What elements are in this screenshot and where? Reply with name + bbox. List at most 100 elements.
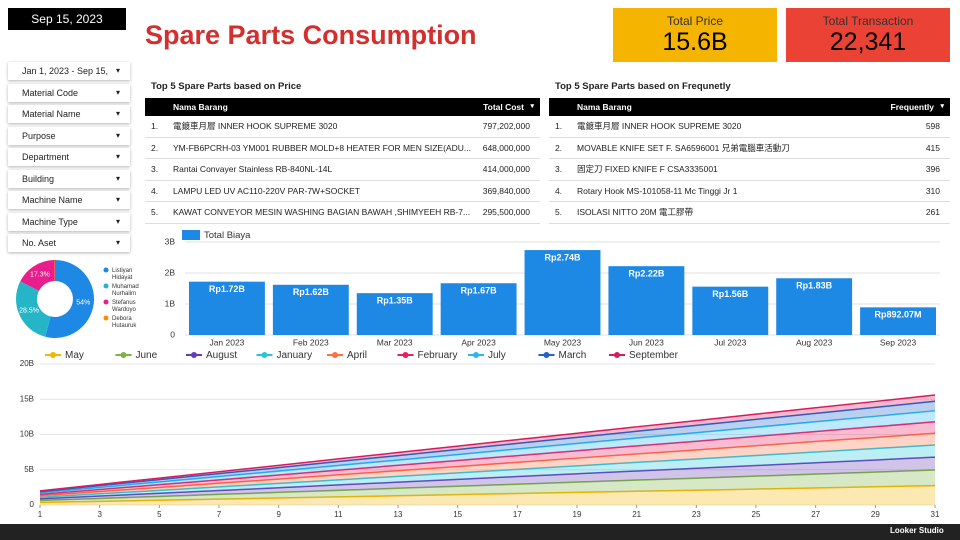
cell: 414,000,000: [482, 164, 530, 174]
bar-label: Rp2.22B: [628, 269, 665, 279]
pie-slice: [20, 260, 55, 291]
table-row: 1. 電鍍車月層 INNER HOOK SUPREME 3020 598: [549, 116, 950, 138]
cell: LAMPU LED UV AC110-220V PAR-7W+SOCKET: [173, 185, 360, 196]
series-line: [39, 410, 936, 494]
table-row: 4. Rotary Hook MS-101058-11 Mc Tinggi Jr …: [549, 181, 950, 202]
x-tick-label: Apr 2023: [461, 337, 496, 347]
x-tick-label: 9: [276, 510, 281, 519]
cell: KAWAT CONVEYOR MESIN WASHING BAGIAN BAWA…: [173, 207, 471, 217]
filter-dropdown[interactable]: Material Code: [8, 83, 130, 102]
slice-label: 54%: [76, 299, 90, 306]
legend-label: Listiyan Hidayat: [112, 268, 133, 281]
column-header: Nama Barang: [577, 102, 632, 112]
row-number: 4.: [151, 185, 159, 196]
cell: 415: [925, 142, 940, 153]
row-number: 2.: [555, 142, 563, 153]
legend-label: August: [206, 350, 237, 361]
legend-swatch: [103, 283, 109, 289]
slice-label: 28.5%: [19, 308, 39, 315]
legend-label: April: [347, 350, 367, 361]
column-header: Nama Barang: [173, 102, 228, 112]
legend-swatch: [50, 352, 56, 358]
row-number: 2.: [151, 142, 159, 153]
cell: 648,000,000: [482, 142, 530, 153]
data-table: Nama Barang Total Cost ▾ 1. 電鍍車月層 INNER HOOK…: [145, 98, 540, 224]
filter-dropdown[interactable]: Machine Name: [8, 191, 130, 209]
filter-dropdown[interactable]: Jan 1, 2023 - Sep 15,: [8, 62, 130, 80]
series-line: [39, 484, 936, 504]
x-tick-label: 13: [394, 510, 403, 519]
y-tick-label: 2B: [165, 267, 176, 277]
legend-swatch: [120, 352, 127, 358]
cell: 369,840,000: [482, 185, 530, 196]
cell: YM-FB6PCRH-03 YM001 RUBBER MOLD+8 HEATER…: [173, 142, 471, 153]
x-tick-label: 1: [38, 510, 43, 519]
bar: [356, 293, 433, 335]
y-tick-label: 15B: [20, 394, 34, 403]
footer-bar: [0, 524, 960, 540]
filter-dropdown[interactable]: Machine Type: [8, 212, 130, 231]
bar: [440, 283, 517, 335]
legend-swatch: [191, 352, 197, 358]
x-tick-label: Jul 2023: [714, 337, 746, 347]
table-row: 3. Rantai Convayer Stainless RB-840NL-14L…: [145, 159, 540, 181]
cell: Rantai Convayer Stainless RB-840NL-14L: [173, 164, 333, 174]
table-row: 3. 固定刀 FIXED KNIFE F CSA3335001 396: [549, 159, 950, 181]
filter-dropdown[interactable]: Building: [8, 169, 130, 188]
cell: 797,202,000: [482, 121, 530, 131]
cell: 598: [925, 121, 940, 131]
date-badge: Sep 15, 2023: [8, 8, 126, 30]
legend-label: February: [418, 350, 458, 361]
filter-dropdown[interactable]: Material Name: [8, 105, 130, 123]
row-number: 1.: [555, 121, 563, 131]
y-tick-label: 0: [30, 500, 35, 509]
kpi-label: Total Price: [666, 14, 724, 28]
table-header: Nama Barang Total Cost ▾: [145, 98, 540, 116]
table-row: 2. YM-FB6PCRH-03 YM001 RUBBER MOLD+8 HEAT…: [145, 138, 540, 159]
x-tick-label: 29: [871, 510, 880, 519]
cell: Rotary Hook MS-101058-11 Mc Tinggi Jr 1: [577, 185, 738, 196]
table-row: 5. ISOLASI NITTO 20M 電工膠帶 261: [549, 202, 950, 224]
bar-label: Rp892.07M: [875, 310, 922, 320]
bar-label: Rp1.62B: [293, 287, 330, 297]
cell: 310: [925, 185, 940, 196]
kpi-label: Total Transaction: [822, 14, 914, 28]
filter-dropdown[interactable]: Department: [8, 148, 130, 166]
legend-swatch: [332, 352, 338, 358]
x-tick-label: May 2023: [544, 337, 582, 347]
bar: [272, 284, 349, 335]
filter-dropdown[interactable]: Purpose: [8, 126, 130, 145]
bar: [776, 278, 853, 335]
footer-brand: Looker Studio: [890, 526, 944, 535]
y-tick-label: 5B: [24, 465, 34, 474]
x-tick-label: 15: [453, 510, 462, 519]
legend-swatch: [543, 352, 550, 358]
column-header: Total Cost: [483, 102, 524, 112]
kpi-value: 22,341: [829, 28, 907, 56]
legend-swatch: [261, 352, 268, 358]
legend-swatch: [103, 315, 109, 321]
legend-swatch: [182, 230, 200, 240]
kpi-card: Total Price 15.6B: [613, 8, 777, 62]
legend-label: March: [559, 350, 587, 361]
table-row: 4. LAMPU LED UV AC110-220V PAR-7W+SOCKET 3…: [145, 181, 540, 202]
slice-label: 17.3%: [30, 272, 50, 279]
row-number: 1.: [151, 121, 159, 131]
legend-label: Debora Hutauruk: [112, 316, 137, 329]
legend-label: Total Biaya: [204, 230, 251, 241]
page-title: Spare Parts Consumption: [145, 20, 477, 50]
series-line: [39, 421, 936, 495]
bar-label: Rp2.74B: [544, 252, 581, 262]
y-tick-label: 3B: [165, 236, 176, 246]
filter-dropdown[interactable]: No. Aset: [8, 234, 130, 252]
x-tick-label: 5: [157, 510, 162, 519]
legend-swatch: [402, 352, 409, 358]
x-tick-label: 3: [97, 510, 102, 519]
table-title: Top 5 Spare Parts based on Price: [151, 81, 302, 92]
y-tick-label: 1B: [165, 298, 176, 308]
sort-icon: ▾: [530, 103, 534, 110]
bar-label: Rp1.72B: [209, 284, 246, 294]
cell: 261: [925, 207, 940, 217]
legend-label: September: [629, 350, 679, 361]
